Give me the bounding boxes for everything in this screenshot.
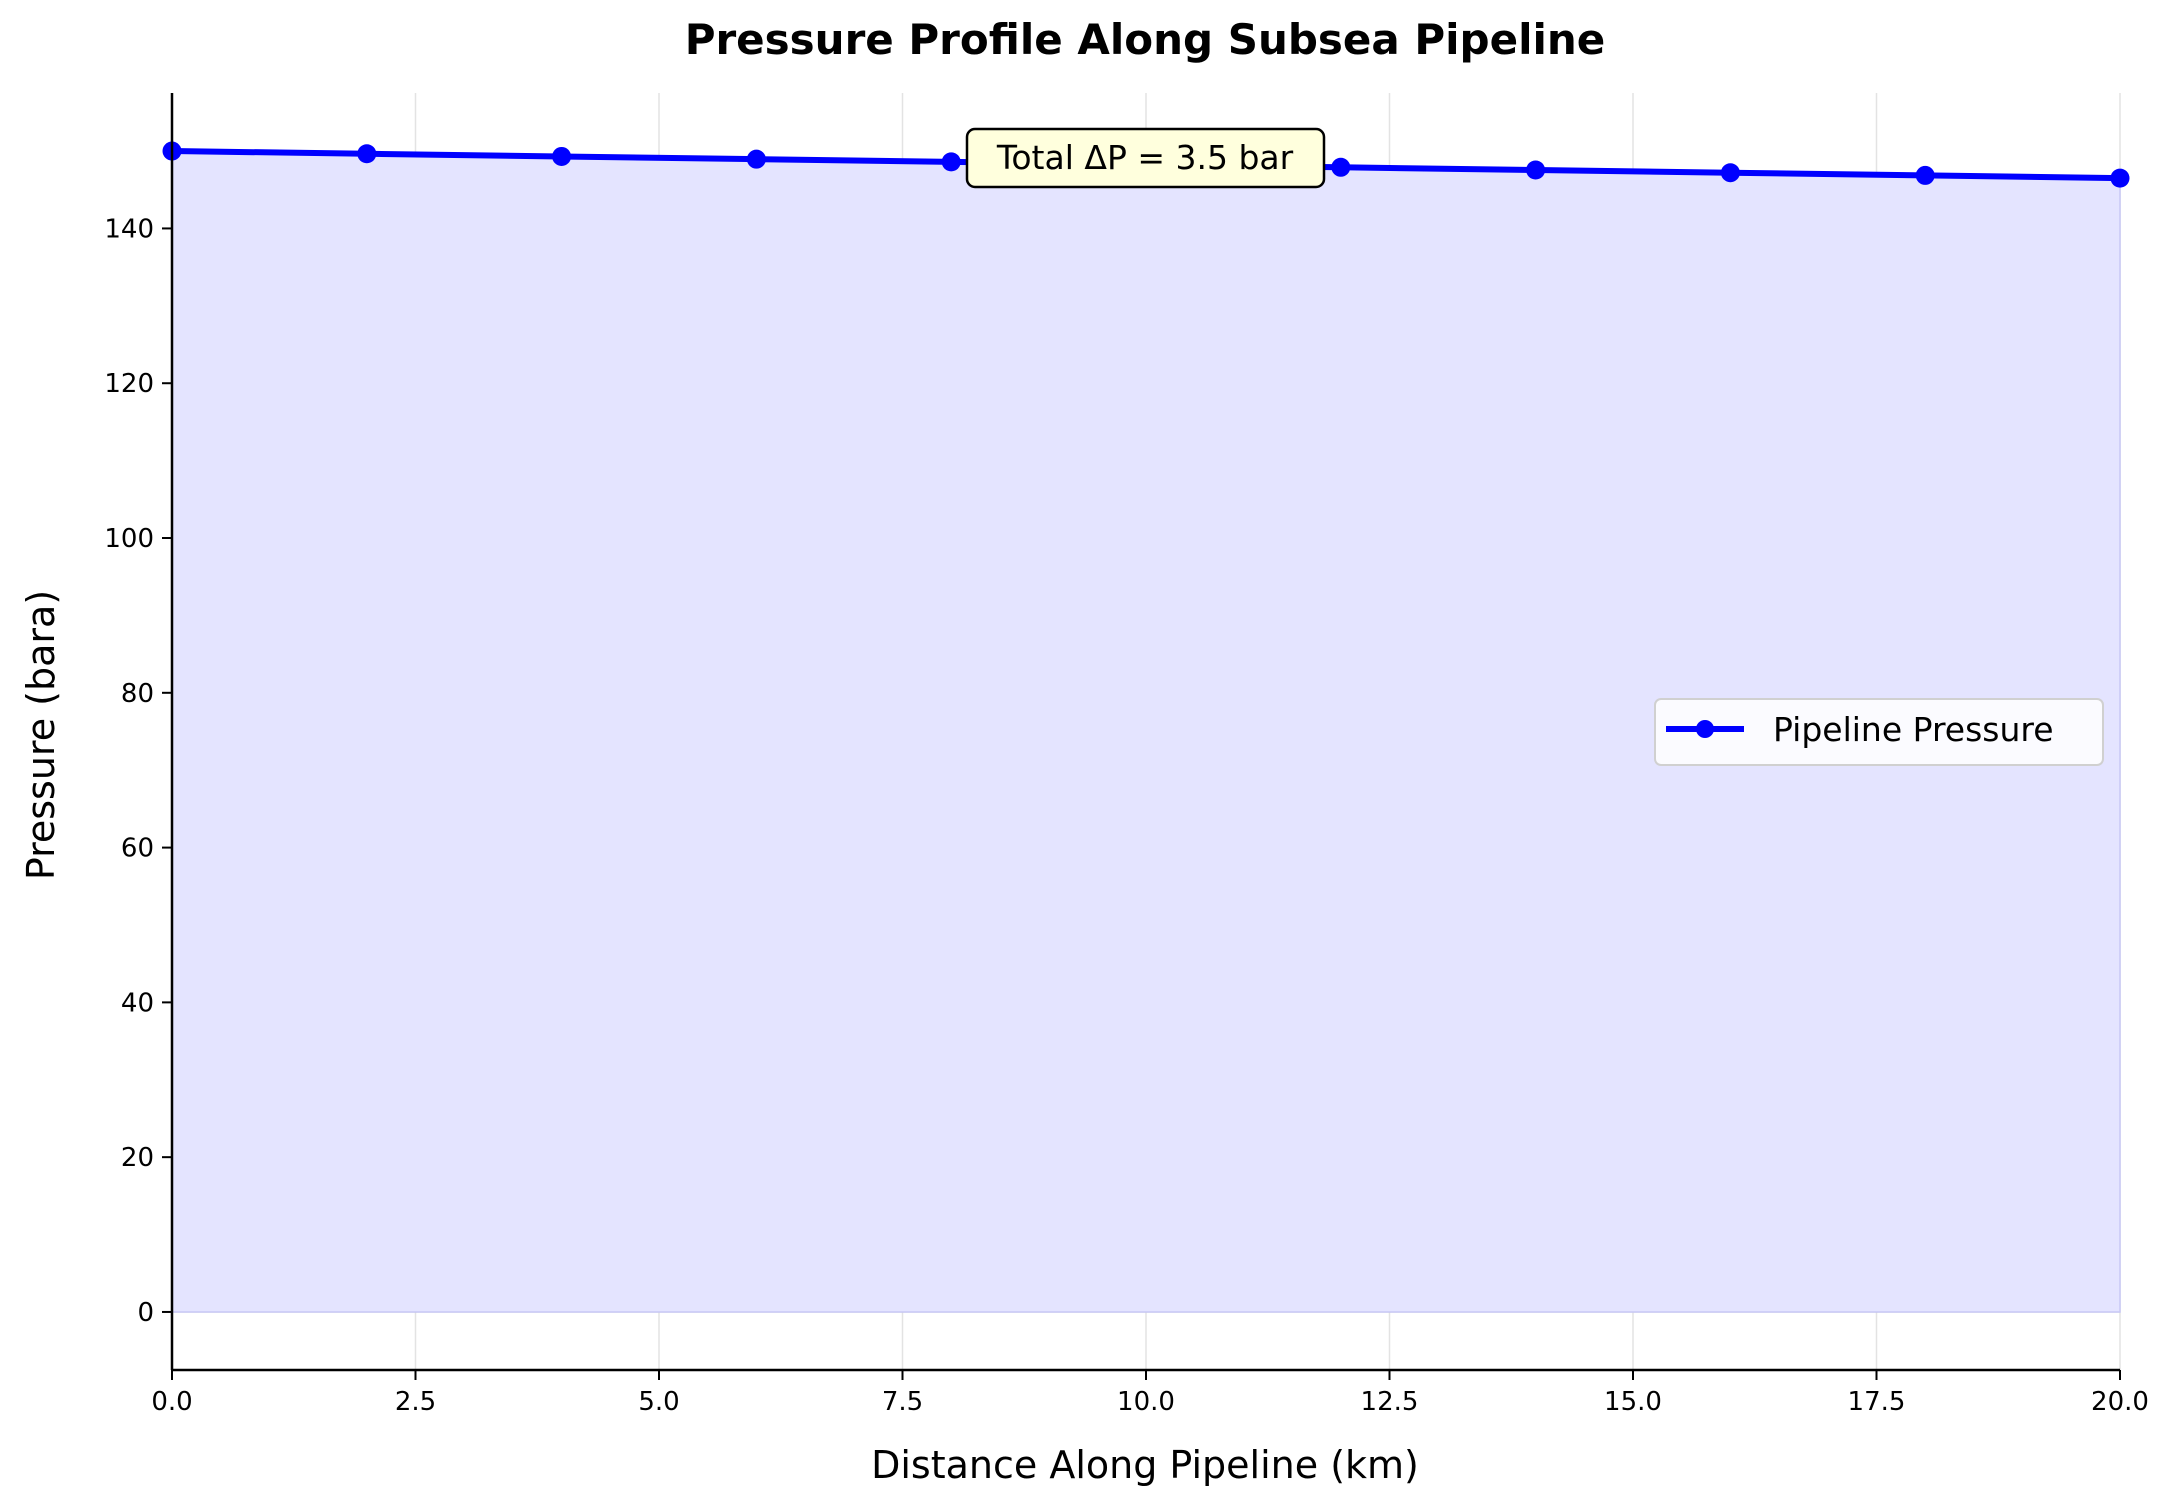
x-tick-label: 2.5 (395, 1387, 436, 1417)
x-ticks: 0.0 2.5 5.0 7.5 10.0 12.5 15.0 17.5 20.0 (151, 1370, 2149, 1417)
y-tick-label: 40 (121, 988, 154, 1018)
data-point (2110, 168, 2130, 188)
y-ticks: 0 20 40 60 80 100 120 140 (104, 214, 172, 1328)
y-tick-label: 0 (137, 1298, 154, 1328)
data-point (357, 144, 377, 164)
legend: Pipeline Pressure (1654, 698, 2104, 766)
x-tick-label: 0.0 (151, 1387, 192, 1417)
annotation-box: Total ΔP = 3.5 bar (965, 127, 1326, 189)
legend-frame (1654, 698, 2104, 766)
annotation-background (965, 127, 1326, 189)
annotation-text: Total ΔP = 3.5 bar (996, 138, 1294, 177)
x-axis-label: Distance Along Pipeline (km) (871, 1443, 1419, 1487)
y-tick-label: 20 (121, 1143, 154, 1173)
y-tick-label: 80 (121, 679, 154, 709)
x-tick-label: 17.5 (1848, 1387, 1906, 1417)
x-tick-label: 15.0 (1604, 1387, 1662, 1417)
chart-title: Pressure Profile Along Subsea Pipeline (685, 15, 1606, 64)
y-tick-label: 120 (104, 369, 154, 399)
data-point (941, 152, 961, 172)
data-point (1331, 157, 1351, 177)
x-tick-label: 5.0 (638, 1387, 679, 1417)
legend-marker-swatch (1696, 720, 1714, 738)
legend-label: Pipeline Pressure (1773, 710, 2054, 749)
x-tick-label: 7.5 (882, 1387, 923, 1417)
y-axis-label: Pressure (bara) (19, 590, 63, 880)
y-tick-label: 140 (104, 214, 154, 244)
data-point (552, 146, 572, 166)
x-tick-label: 20.0 (2091, 1387, 2149, 1417)
y-tick-label: 100 (104, 524, 154, 554)
x-tick-label: 12.5 (1361, 1387, 1419, 1417)
y-tick-label: 60 (121, 834, 154, 864)
data-point (1720, 163, 1740, 183)
data-point (1915, 165, 1935, 185)
data-point (1526, 160, 1546, 180)
data-point (746, 149, 766, 169)
x-tick-label: 10.0 (1117, 1387, 1175, 1417)
